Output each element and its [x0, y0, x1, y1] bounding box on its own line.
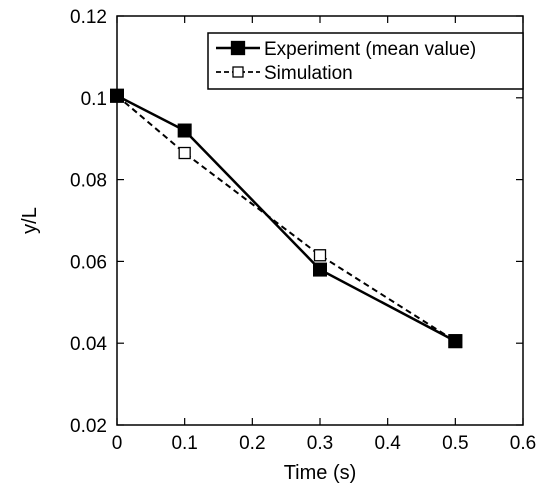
legend-box: [207, 32, 524, 90]
x-tick-label: 0.2: [239, 433, 265, 454]
y-tick-label: 0.06: [70, 252, 107, 273]
simulation-data-point: [313, 249, 327, 262]
x-tick-label: 0.3: [307, 433, 333, 454]
x-tick-label: 0: [112, 433, 123, 454]
simulation-data-point: [178, 146, 191, 160]
legend-marker: [232, 66, 244, 78]
x-tick-label: 0.4: [374, 433, 401, 454]
experiment-data-point-overlay: [448, 334, 463, 349]
legend-entry-label: Experiment (mean value): [264, 39, 476, 60]
y-tick-label: 0.1: [81, 89, 107, 110]
y-tick-label: 0.02: [70, 416, 107, 437]
legend-entry-label: Simulation: [264, 63, 353, 84]
x-tick-label: 0.5: [442, 433, 468, 454]
plot-frame: [116, 15, 524, 426]
legend: Experiment (mean value) Simulation: [207, 32, 524, 90]
x-axis-label: Time (s): [284, 462, 357, 484]
legend-marker: [230, 40, 246, 56]
y-tick-label: 0.04: [70, 334, 107, 355]
y-tick-label: 0.08: [70, 171, 107, 192]
series-line-experiment: [116, 94, 456, 343]
y-axis-label: y/L: [19, 207, 41, 234]
y-tick-label: 0.12: [70, 7, 107, 28]
series-line-simulation: [116, 94, 456, 342]
x-tick-label: 0.6: [510, 433, 536, 454]
x-tick-label: 0.1: [171, 433, 197, 454]
experiment-data-point: [177, 123, 192, 138]
experiment-data-point: [313, 262, 327, 277]
